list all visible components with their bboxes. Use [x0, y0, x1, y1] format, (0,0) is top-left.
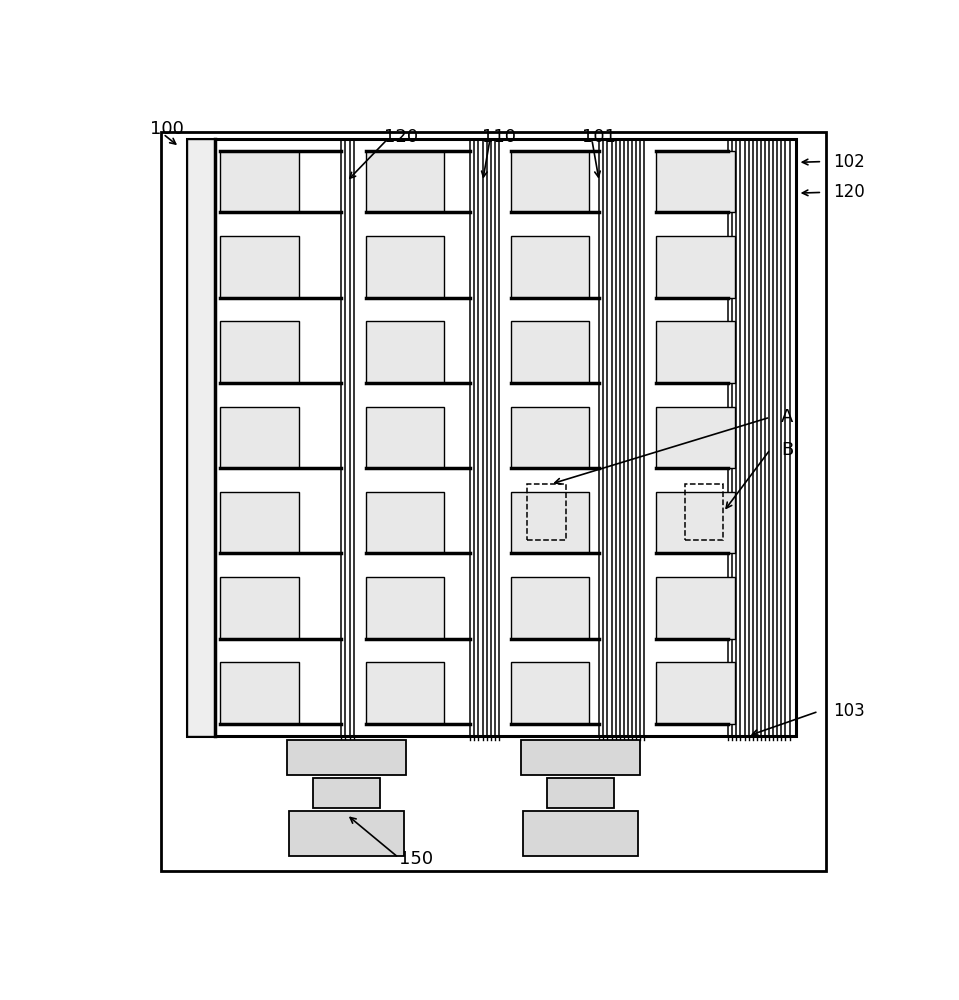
Bar [314, 778, 380, 808]
Bar [656, 236, 735, 298]
Bar [511, 662, 589, 724]
Bar [221, 662, 298, 724]
Bar [221, 236, 298, 298]
Bar [365, 236, 444, 298]
Bar [365, 492, 444, 553]
Bar [656, 407, 735, 468]
Bar [511, 236, 589, 298]
Bar [287, 740, 406, 774]
Bar [511, 151, 589, 212]
Bar [221, 407, 298, 468]
Bar [365, 407, 444, 468]
Bar [221, 321, 298, 383]
Text: 120: 120 [384, 128, 418, 146]
Bar [187, 139, 215, 736]
Bar [221, 151, 298, 212]
Bar [365, 662, 444, 724]
Text: 103: 103 [833, 702, 865, 720]
Bar [511, 577, 589, 639]
Bar [511, 407, 589, 468]
Bar [187, 139, 796, 736]
Bar [365, 577, 444, 639]
Text: 120: 120 [833, 183, 865, 201]
Bar [221, 492, 298, 553]
Bar [511, 321, 589, 383]
Bar [522, 740, 641, 774]
Bar [656, 321, 735, 383]
Text: 110: 110 [482, 128, 516, 146]
Text: 101: 101 [582, 128, 617, 146]
Text: B: B [782, 441, 794, 459]
Bar [523, 811, 639, 856]
Bar [548, 778, 614, 808]
Bar [527, 484, 566, 540]
Text: 150: 150 [399, 850, 433, 868]
Text: A: A [782, 408, 794, 426]
Bar [289, 811, 404, 856]
Bar [365, 151, 444, 212]
Text: 102: 102 [833, 153, 865, 171]
Bar [365, 321, 444, 383]
Bar [221, 577, 298, 639]
Text: 100: 100 [150, 120, 183, 138]
Bar [656, 577, 735, 639]
Bar [161, 132, 826, 871]
Bar [656, 662, 735, 724]
Bar [511, 492, 589, 553]
Bar [656, 492, 735, 553]
Bar [685, 484, 723, 540]
Bar [656, 151, 735, 212]
